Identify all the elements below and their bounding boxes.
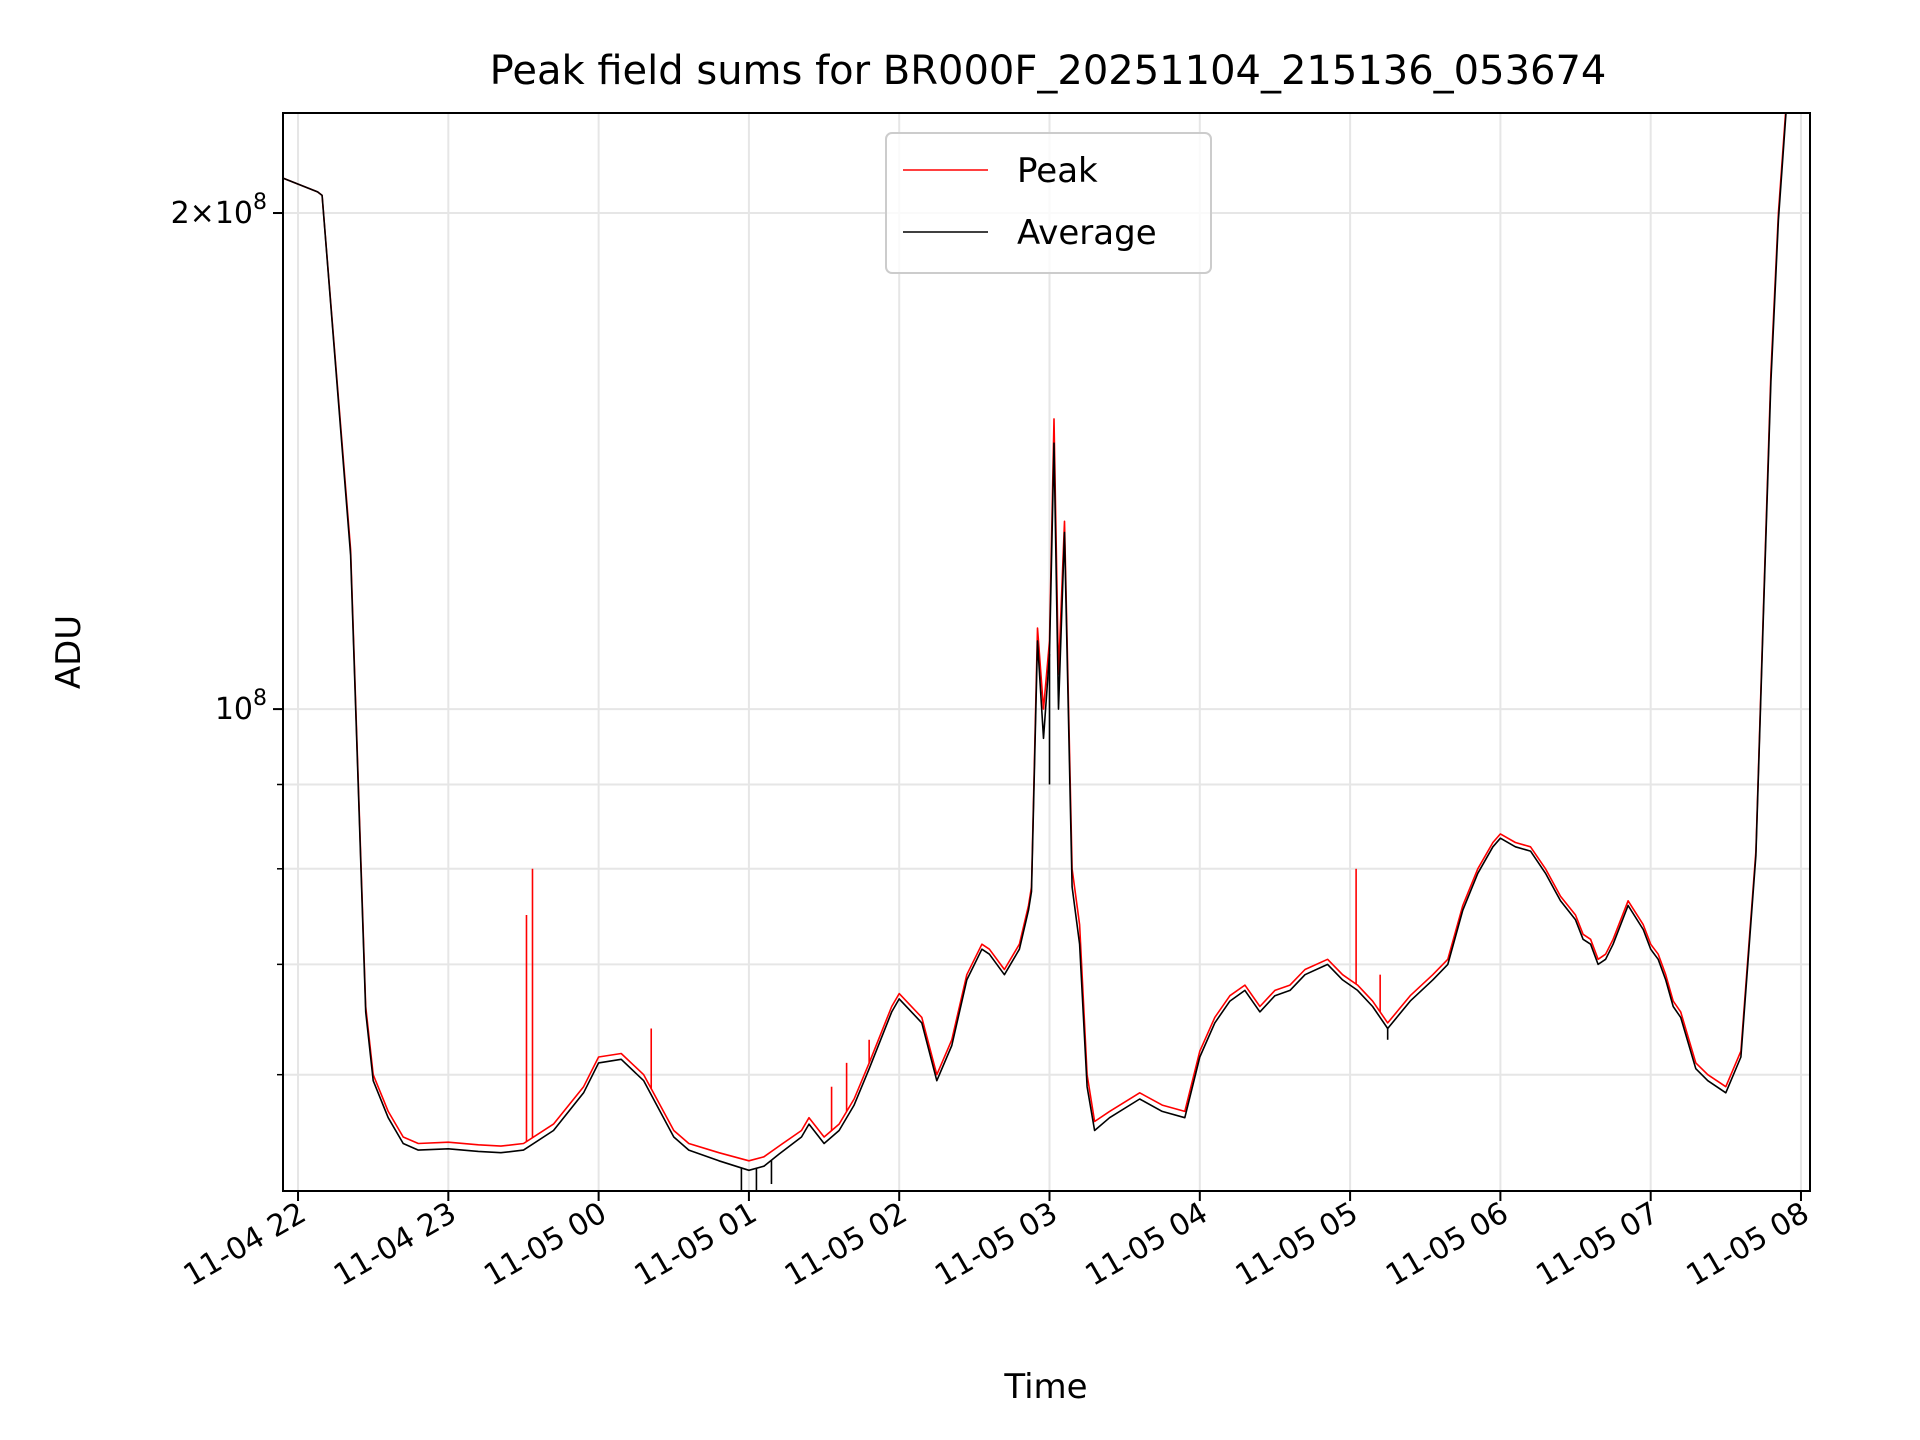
series-peak-line [283, 113, 1787, 1162]
series-layer [283, 113, 1787, 1191]
x-axis-label: Time [1003, 1367, 1087, 1407]
y-axis-label: ADU [49, 615, 89, 689]
legend-peak-label: Peak [1017, 151, 1098, 191]
series-average-line [283, 113, 1787, 1172]
legend-box [885, 132, 1212, 274]
grid [283, 113, 1810, 1191]
legend: Peak Average [885, 132, 1212, 274]
plot-background [283, 113, 1810, 1191]
plot-frame [282, 112, 1811, 1192]
chart-title: Peak field sums for BR000F_20251104_2151… [490, 48, 1607, 94]
y-tick-label: 2×108 [171, 190, 267, 231]
legend-average-label: Average [1017, 213, 1157, 253]
y-tick-label: 108 [215, 686, 267, 727]
